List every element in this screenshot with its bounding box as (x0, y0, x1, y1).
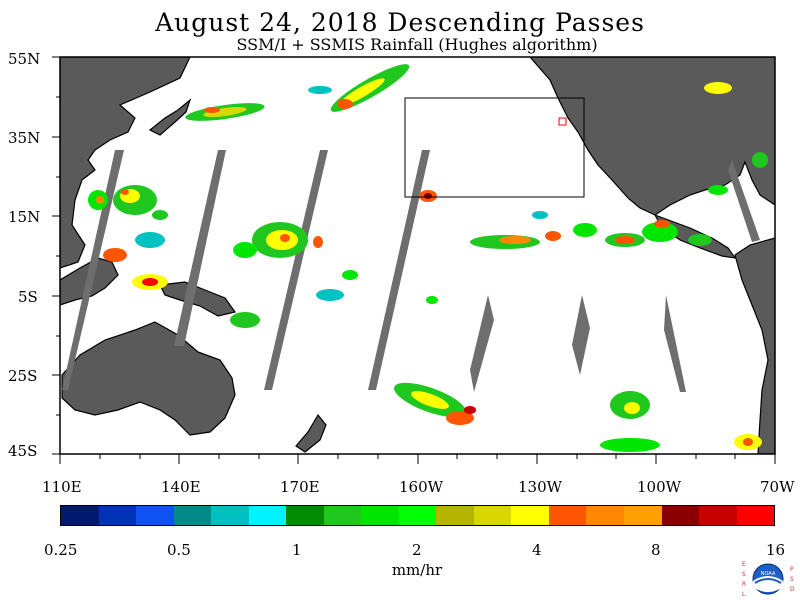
colorbar-tick-label: 16 (766, 541, 786, 559)
lat-label: 15N (8, 208, 41, 226)
lon-label: 70W (760, 478, 795, 496)
colorbar-tick-label: 0.25 (44, 541, 78, 559)
lat-label: 35N (8, 129, 41, 147)
colorbar-tick-label: 0.5 (167, 541, 191, 559)
colorbar-swatch-5 (248, 506, 287, 525)
noaa-logo-text: NOAA (761, 571, 776, 577)
svg-text:E: E (742, 561, 746, 568)
lat-label: 5S (18, 288, 38, 306)
colorbar-swatch-11 (473, 506, 512, 525)
noaa-logo: NOAA E S R L P S D (742, 561, 795, 598)
colorbar-swatch-6 (286, 506, 324, 525)
south-america-landmass (734, 237, 775, 454)
land-masses (60, 57, 775, 454)
swath-gap (368, 150, 430, 390)
lon-label: 160W (399, 478, 444, 496)
station-marker (558, 117, 567, 126)
swath-gap (572, 295, 590, 375)
lat-label: 55N (8, 50, 41, 68)
asia-landmass (60, 57, 191, 269)
colorbar-swatch-13 (548, 506, 587, 525)
colorbar-tick-label: 4 (532, 541, 542, 559)
map-title: August 24, 2018 Descending Passes (155, 8, 645, 37)
units-label: mm/hr (391, 561, 443, 579)
colorbar-swatch-10 (436, 506, 474, 525)
svg-text:R: R (742, 581, 746, 588)
swath-gap (664, 295, 686, 392)
lon-label: 110E (42, 478, 82, 496)
colorbar-tick-label: 2 (412, 541, 422, 559)
colorbar-tick-label: 1 (292, 541, 302, 559)
svg-text:D: D (790, 586, 795, 593)
lat-label: 45S (8, 442, 38, 460)
colorbar-swatch-15 (623, 506, 662, 525)
colorbar (60, 505, 775, 526)
colorbar-swatch-18 (736, 506, 775, 525)
colorbar-swatch-0 (61, 506, 99, 525)
lon-label: 140E (161, 478, 201, 496)
australia-landmass (61, 321, 236, 436)
swath-gap (62, 150, 124, 390)
colorbar-swatch-2 (136, 506, 174, 525)
colorbar-swatch-1 (98, 506, 137, 525)
lon-label: 170E (280, 478, 320, 496)
lon-ticks (59, 454, 776, 464)
colorbar-swatch-14 (586, 506, 624, 525)
colorbar-swatch-3 (173, 506, 212, 525)
svg-text:S: S (742, 571, 746, 578)
swath-gap (174, 150, 226, 346)
svg-text:L: L (742, 591, 746, 598)
papua-landmass (159, 281, 237, 317)
new-zealand-landmass (295, 413, 327, 453)
lat-label: 25S (8, 367, 38, 385)
colorbar-swatch-8 (361, 506, 399, 525)
swath-gaps (62, 150, 760, 392)
north-america-landmass (529, 57, 775, 216)
swath-gap (470, 295, 494, 392)
colorbar-swatch-16 (661, 506, 700, 525)
lon-label: 100W (637, 478, 682, 496)
swath-gap (264, 150, 328, 390)
japan-landmass (148, 98, 192, 136)
colorbar-swatch-4 (211, 506, 249, 525)
lon-label: 130W (518, 478, 563, 496)
rain-patches (88, 64, 768, 452)
colorbar-swatch-7 (323, 506, 362, 525)
colorbar-swatch-17 (699, 506, 737, 525)
svg-text:S: S (790, 576, 794, 583)
colorbar-swatch-12 (511, 506, 549, 525)
colorbar-tick-label: 8 (651, 541, 661, 559)
swath-gap (728, 160, 760, 242)
svg-text:P: P (790, 566, 794, 573)
lat-ticks (52, 56, 60, 455)
focus-region-box (404, 97, 585, 198)
map-subtitle: SSM/I + SSMIS Rainfall (Hughes algorithm… (236, 35, 598, 54)
colorbar-swatch-9 (398, 506, 437, 525)
